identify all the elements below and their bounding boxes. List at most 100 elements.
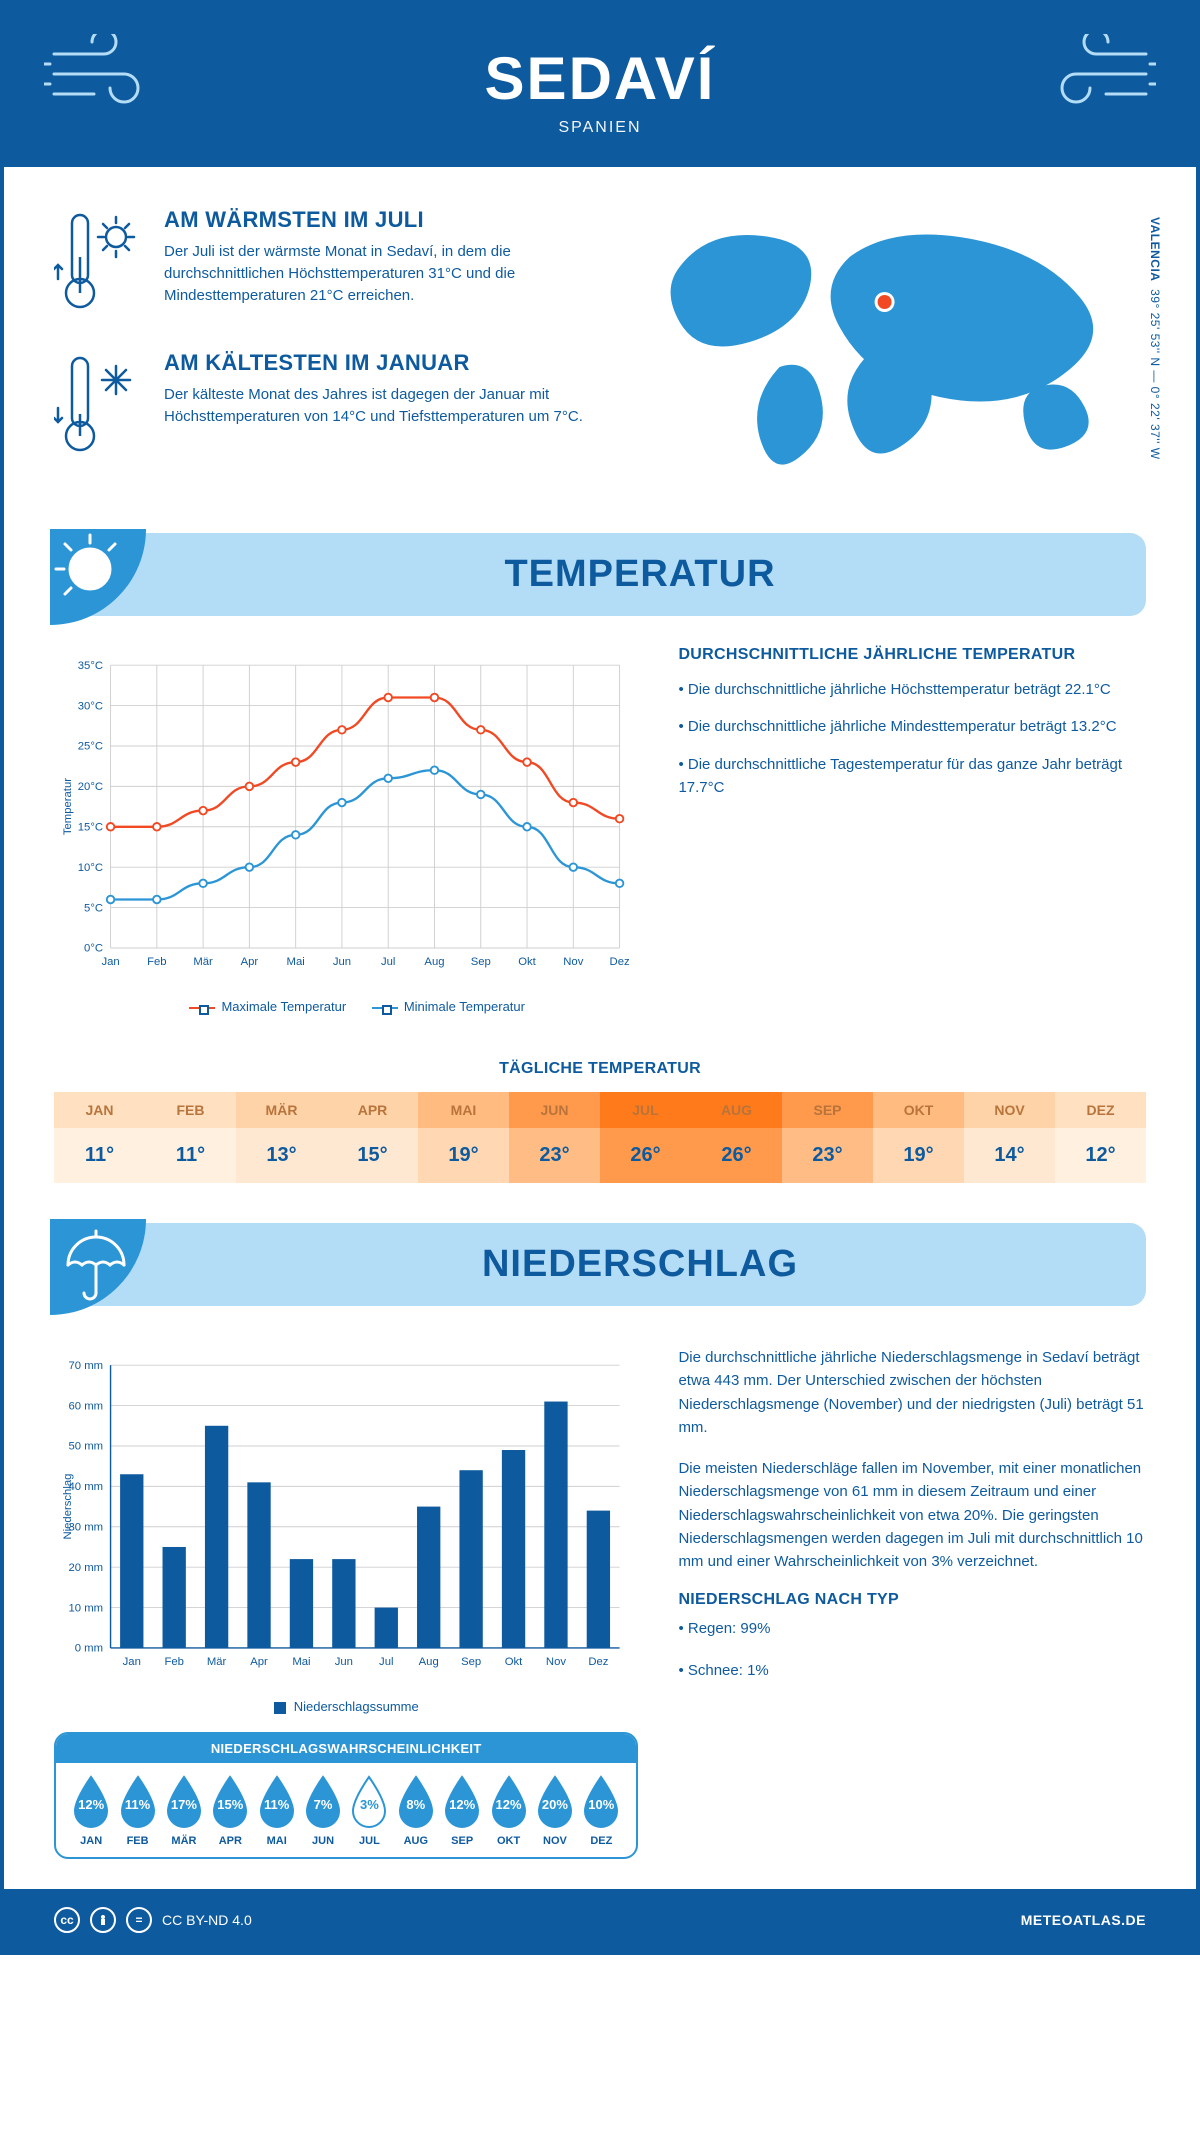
svg-text:Dez: Dez (610, 956, 630, 968)
page-subtitle: SPANIEN (485, 119, 716, 137)
drop-item: 12%JAN (68, 1775, 114, 1847)
temp-bullet: • Die durchschnittliche jährliche Mindes… (678, 715, 1146, 738)
heat-col: FEB11° (145, 1092, 236, 1183)
precipitation-bar-chart: 0 mm10 mm20 mm30 mm40 mm50 mm60 mm70 mmJ… (54, 1346, 638, 1686)
svg-text:0 mm: 0 mm (75, 1643, 103, 1655)
heat-col: SEP23° (782, 1092, 873, 1183)
svg-text:Jun: Jun (333, 956, 351, 968)
temperature-line-chart: 0°C5°C10°C15°C20°C25°C30°C35°CJanFebMärA… (54, 646, 638, 986)
precip-banner: NIEDERSCHLAG (54, 1223, 1146, 1306)
svg-text:60 mm: 60 mm (68, 1400, 103, 1412)
svg-text:25°C: 25°C (78, 741, 103, 753)
svg-text:Apr: Apr (250, 1656, 268, 1668)
svg-text:Aug: Aug (419, 1656, 439, 1668)
svg-text:Mai: Mai (287, 956, 305, 968)
svg-text:Dez: Dez (588, 1656, 608, 1668)
svg-text:Feb: Feb (164, 1656, 183, 1668)
wind-icon (1036, 34, 1156, 114)
svg-text:Niederschlag: Niederschlag (62, 1474, 74, 1540)
coordinates: VALENCIA 39° 25' 53'' N — 0° 22' 37'' W (1148, 217, 1162, 460)
coldest-title: AM KÄLTESTEN IM JANUAR (164, 350, 593, 376)
svg-text:50 mm: 50 mm (68, 1441, 103, 1453)
svg-text:70 mm: 70 mm (68, 1360, 103, 1372)
temp-bullet: • Die durchschnittliche jährliche Höchst… (678, 678, 1146, 701)
precip-section-title: NIEDERSCHLAG (164, 1243, 1116, 1286)
temp-section-title: TEMPERATUR (164, 553, 1116, 596)
warmest-block: AM WÄRMSTEN IM JULI Der Juli ist der wär… (54, 207, 593, 322)
svg-text:10 mm: 10 mm (68, 1602, 103, 1614)
svg-text:Sep: Sep (471, 956, 491, 968)
temp-bullet: • Die durchschnittliche Tagestemperatur … (678, 753, 1146, 800)
svg-text:10°C: 10°C (78, 862, 103, 874)
prob-title: NIEDERSCHLAGSWAHRSCHEINLICHKEIT (56, 1734, 636, 1763)
nd-icon: = (126, 1907, 152, 1933)
svg-text:Jul: Jul (379, 1656, 393, 1668)
thermometer-sun-icon (54, 207, 144, 322)
sun-icon (50, 529, 146, 625)
warmest-title: AM WÄRMSTEN IM JULI (164, 207, 593, 233)
license: cc = CC BY-ND 4.0 (54, 1907, 252, 1933)
heat-col: JUN23° (509, 1092, 600, 1183)
coldest-text: Der kälteste Monat des Jahres ist dagege… (164, 384, 593, 428)
svg-text:0°C: 0°C (84, 943, 103, 955)
daily-temp-title: TÄGLICHE TEMPERATUR (4, 1060, 1196, 1078)
svg-text:Mär: Mär (193, 956, 213, 968)
heat-col: NOV14° (964, 1092, 1055, 1183)
svg-text:15°C: 15°C (78, 822, 103, 834)
drop-item: 11%MAI (254, 1775, 300, 1847)
header: SEDAVÍ SPANIEN (4, 4, 1196, 167)
intro-section: AM WÄRMSTEN IM JULI Der Juli ist der wär… (4, 167, 1196, 523)
temp-chart-legend: Maximale Temperatur Minimale Temperatur (54, 999, 638, 1014)
precip-para: Die durchschnittliche jährliche Niedersc… (678, 1346, 1146, 1439)
coldest-block: AM KÄLTESTEN IM JANUAR Der kälteste Mona… (54, 350, 593, 465)
drop-item: 11%FEB (114, 1775, 160, 1847)
thermometer-snow-icon (54, 350, 144, 465)
footer: cc = CC BY-ND 4.0 METEOATLAS.DE (4, 1889, 1196, 1951)
svg-text:Okt: Okt (518, 956, 536, 968)
svg-text:20°C: 20°C (78, 781, 103, 793)
drop-item: 17%MÄR (161, 1775, 207, 1847)
precip-type-heading: NIEDERSCHLAG NACH TYP (678, 1591, 1146, 1609)
svg-text:Mai: Mai (292, 1656, 310, 1668)
svg-text:Feb: Feb (147, 956, 166, 968)
precip-type-bullet: • Regen: 99% (678, 1617, 1146, 1640)
drop-item: 10%DEZ (578, 1775, 624, 1847)
precip-para: Die meisten Niederschläge fallen im Nove… (678, 1457, 1146, 1573)
precip-probability-box: NIEDERSCHLAGSWAHRSCHEINLICHKEIT 12%JAN11… (54, 1732, 638, 1859)
precip-type-bullet: • Schnee: 1% (678, 1659, 1146, 1682)
temp-banner: TEMPERATUR (54, 533, 1146, 616)
svg-text:5°C: 5°C (84, 902, 103, 914)
drop-item: 20%NOV (532, 1775, 578, 1847)
svg-text:Jan: Jan (123, 1656, 141, 1668)
svg-text:Temperatur: Temperatur (62, 778, 74, 835)
heat-col: APR15° (327, 1092, 418, 1183)
cc-icon: cc (54, 1907, 80, 1933)
page-root: SEDAVÍ SPANIEN AM WÄRMSTEN IM JULI Der J… (0, 0, 1200, 1955)
svg-text:Apr: Apr (241, 956, 259, 968)
heat-col: JAN11° (54, 1092, 145, 1183)
svg-text:Aug: Aug (424, 956, 444, 968)
svg-text:Nov: Nov (563, 956, 583, 968)
drop-item: 7%JUN (300, 1775, 346, 1847)
drop-item: 8%AUG (393, 1775, 439, 1847)
svg-text:Nov: Nov (546, 1656, 566, 1668)
heat-col: MÄR13° (236, 1092, 327, 1183)
by-icon (90, 1907, 116, 1933)
svg-text:Mär: Mär (207, 1656, 227, 1668)
precip-chart-legend: Niederschlagssumme (54, 1699, 638, 1714)
svg-text:20 mm: 20 mm (68, 1562, 103, 1574)
site-name: METEOATLAS.DE (1021, 1912, 1146, 1928)
heat-col: MAI19° (418, 1092, 509, 1183)
svg-text:Sep: Sep (461, 1656, 481, 1668)
wind-icon (44, 34, 164, 114)
page-title: SEDAVÍ (485, 44, 716, 113)
daily-temp-table: JAN11°FEB11°MÄR13°APR15°MAI19°JUN23°JUL2… (54, 1092, 1146, 1183)
heat-col: DEZ12° (1055, 1092, 1146, 1183)
heat-col: AUG26° (691, 1092, 782, 1183)
drop-item: 15%APR (207, 1775, 253, 1847)
drop-item: 12%OKT (485, 1775, 531, 1847)
svg-text:Okt: Okt (505, 1656, 523, 1668)
svg-text:35°C: 35°C (78, 660, 103, 672)
license-text: CC BY-ND 4.0 (162, 1912, 252, 1928)
heat-col: OKT19° (873, 1092, 964, 1183)
